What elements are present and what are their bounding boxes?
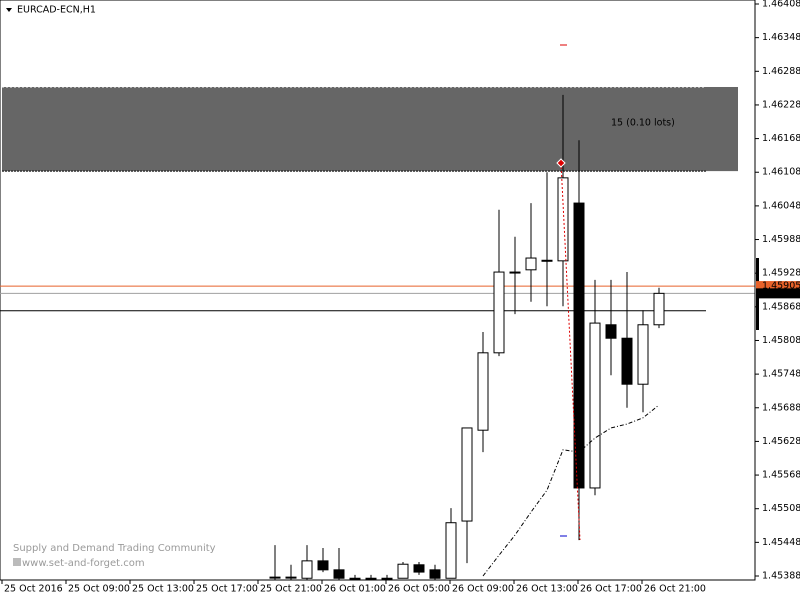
price-tag-label: 1.45905 bbox=[762, 281, 800, 292]
candle-body bbox=[269, 576, 281, 579]
candle-body bbox=[589, 322, 601, 489]
trade-line bbox=[560, 162, 581, 541]
candle-body bbox=[637, 324, 649, 385]
y-tick-label: 1.45448 bbox=[762, 537, 800, 548]
y-tick-label: 1.46228 bbox=[762, 99, 800, 110]
y-tick-label: 1.45928 bbox=[762, 268, 800, 279]
y-tick-label: 1.46108 bbox=[762, 167, 800, 178]
candle-body bbox=[509, 271, 521, 274]
y-tick-label: 1.45568 bbox=[762, 470, 800, 481]
price-tag bbox=[756, 281, 800, 292]
plot-area: 15 (0.10 lots) bbox=[0, 44, 755, 580]
y-tick-label: 1.45388 bbox=[762, 571, 800, 582]
x-tick-label: 26 Oct 01:00 bbox=[324, 584, 386, 595]
y-tick-label: 1.46288 bbox=[762, 66, 800, 77]
candle-body bbox=[493, 271, 505, 354]
candle-body bbox=[285, 576, 297, 579]
x-tick-label: 25 Oct 2016 bbox=[4, 584, 63, 595]
candle-body bbox=[429, 569, 441, 579]
candle-body bbox=[445, 522, 457, 579]
zone-label: 15 (0.10 lots) bbox=[611, 118, 675, 129]
candle-body bbox=[653, 292, 665, 326]
x-tick-label: 26 Oct 17:00 bbox=[580, 584, 642, 595]
x-tick-label: 25 Oct 21:00 bbox=[260, 584, 322, 595]
candle-body bbox=[525, 257, 537, 271]
x-tick-label: 26 Oct 05:00 bbox=[388, 584, 450, 595]
candle-body bbox=[365, 577, 377, 580]
candle-body bbox=[349, 577, 361, 580]
x-tick-label: 26 Oct 13:00 bbox=[516, 584, 578, 595]
candle-body bbox=[477, 352, 489, 431]
trade-entry bbox=[556, 158, 566, 168]
y-tick-label: 1.45748 bbox=[762, 369, 800, 380]
candle-body bbox=[301, 560, 313, 579]
watermark-icon bbox=[13, 558, 21, 566]
y-tick-label: 1.46048 bbox=[762, 200, 800, 211]
y-tick-label: 1.45808 bbox=[762, 335, 800, 346]
y-tick-label: 1.45988 bbox=[762, 234, 800, 245]
candle-body bbox=[397, 563, 409, 579]
candle-body bbox=[381, 577, 393, 580]
x-tick-label: 25 Oct 17:00 bbox=[196, 584, 258, 595]
chart-title: EURCAD-ECN,H1 bbox=[17, 5, 96, 16]
x-tick-label: 26 Oct 21:00 bbox=[644, 584, 706, 595]
candle-body bbox=[573, 202, 585, 489]
candle-body bbox=[317, 560, 329, 571]
x-tick-label: 25 Oct 13:00 bbox=[132, 584, 194, 595]
menu-arrow[interactable] bbox=[6, 8, 12, 12]
watermark-url: www.set-and-forget.com bbox=[22, 558, 145, 569]
y-tick-label: 1.46408 bbox=[762, 0, 800, 10]
moving-average bbox=[482, 404, 660, 577]
y-tick-label: 1.45868 bbox=[762, 301, 800, 312]
candle-body bbox=[557, 177, 569, 262]
y-tick-label: 1.45508 bbox=[762, 503, 800, 514]
x-tick-label: 26 Oct 09:00 bbox=[452, 584, 514, 595]
candle-body bbox=[621, 337, 633, 385]
candle-body bbox=[413, 564, 425, 573]
y-tick-label: 1.46168 bbox=[762, 133, 800, 144]
watermark: Supply and Demand Trading Community bbox=[13, 543, 216, 554]
y-tick-label: 1.46348 bbox=[762, 32, 800, 43]
x-tick-label: 25 Oct 09:00 bbox=[68, 584, 130, 595]
candle-body bbox=[461, 427, 473, 522]
price-tag-label: 1.45892 bbox=[762, 288, 800, 299]
price-tag bbox=[756, 288, 800, 299]
candle-body bbox=[333, 569, 345, 579]
candle-body bbox=[541, 259, 553, 262]
supply-zone bbox=[2, 86, 738, 172]
candle-body bbox=[605, 324, 617, 339]
y-tick-label: 1.45628 bbox=[762, 436, 800, 447]
y-tick-label: 1.45688 bbox=[762, 402, 800, 413]
